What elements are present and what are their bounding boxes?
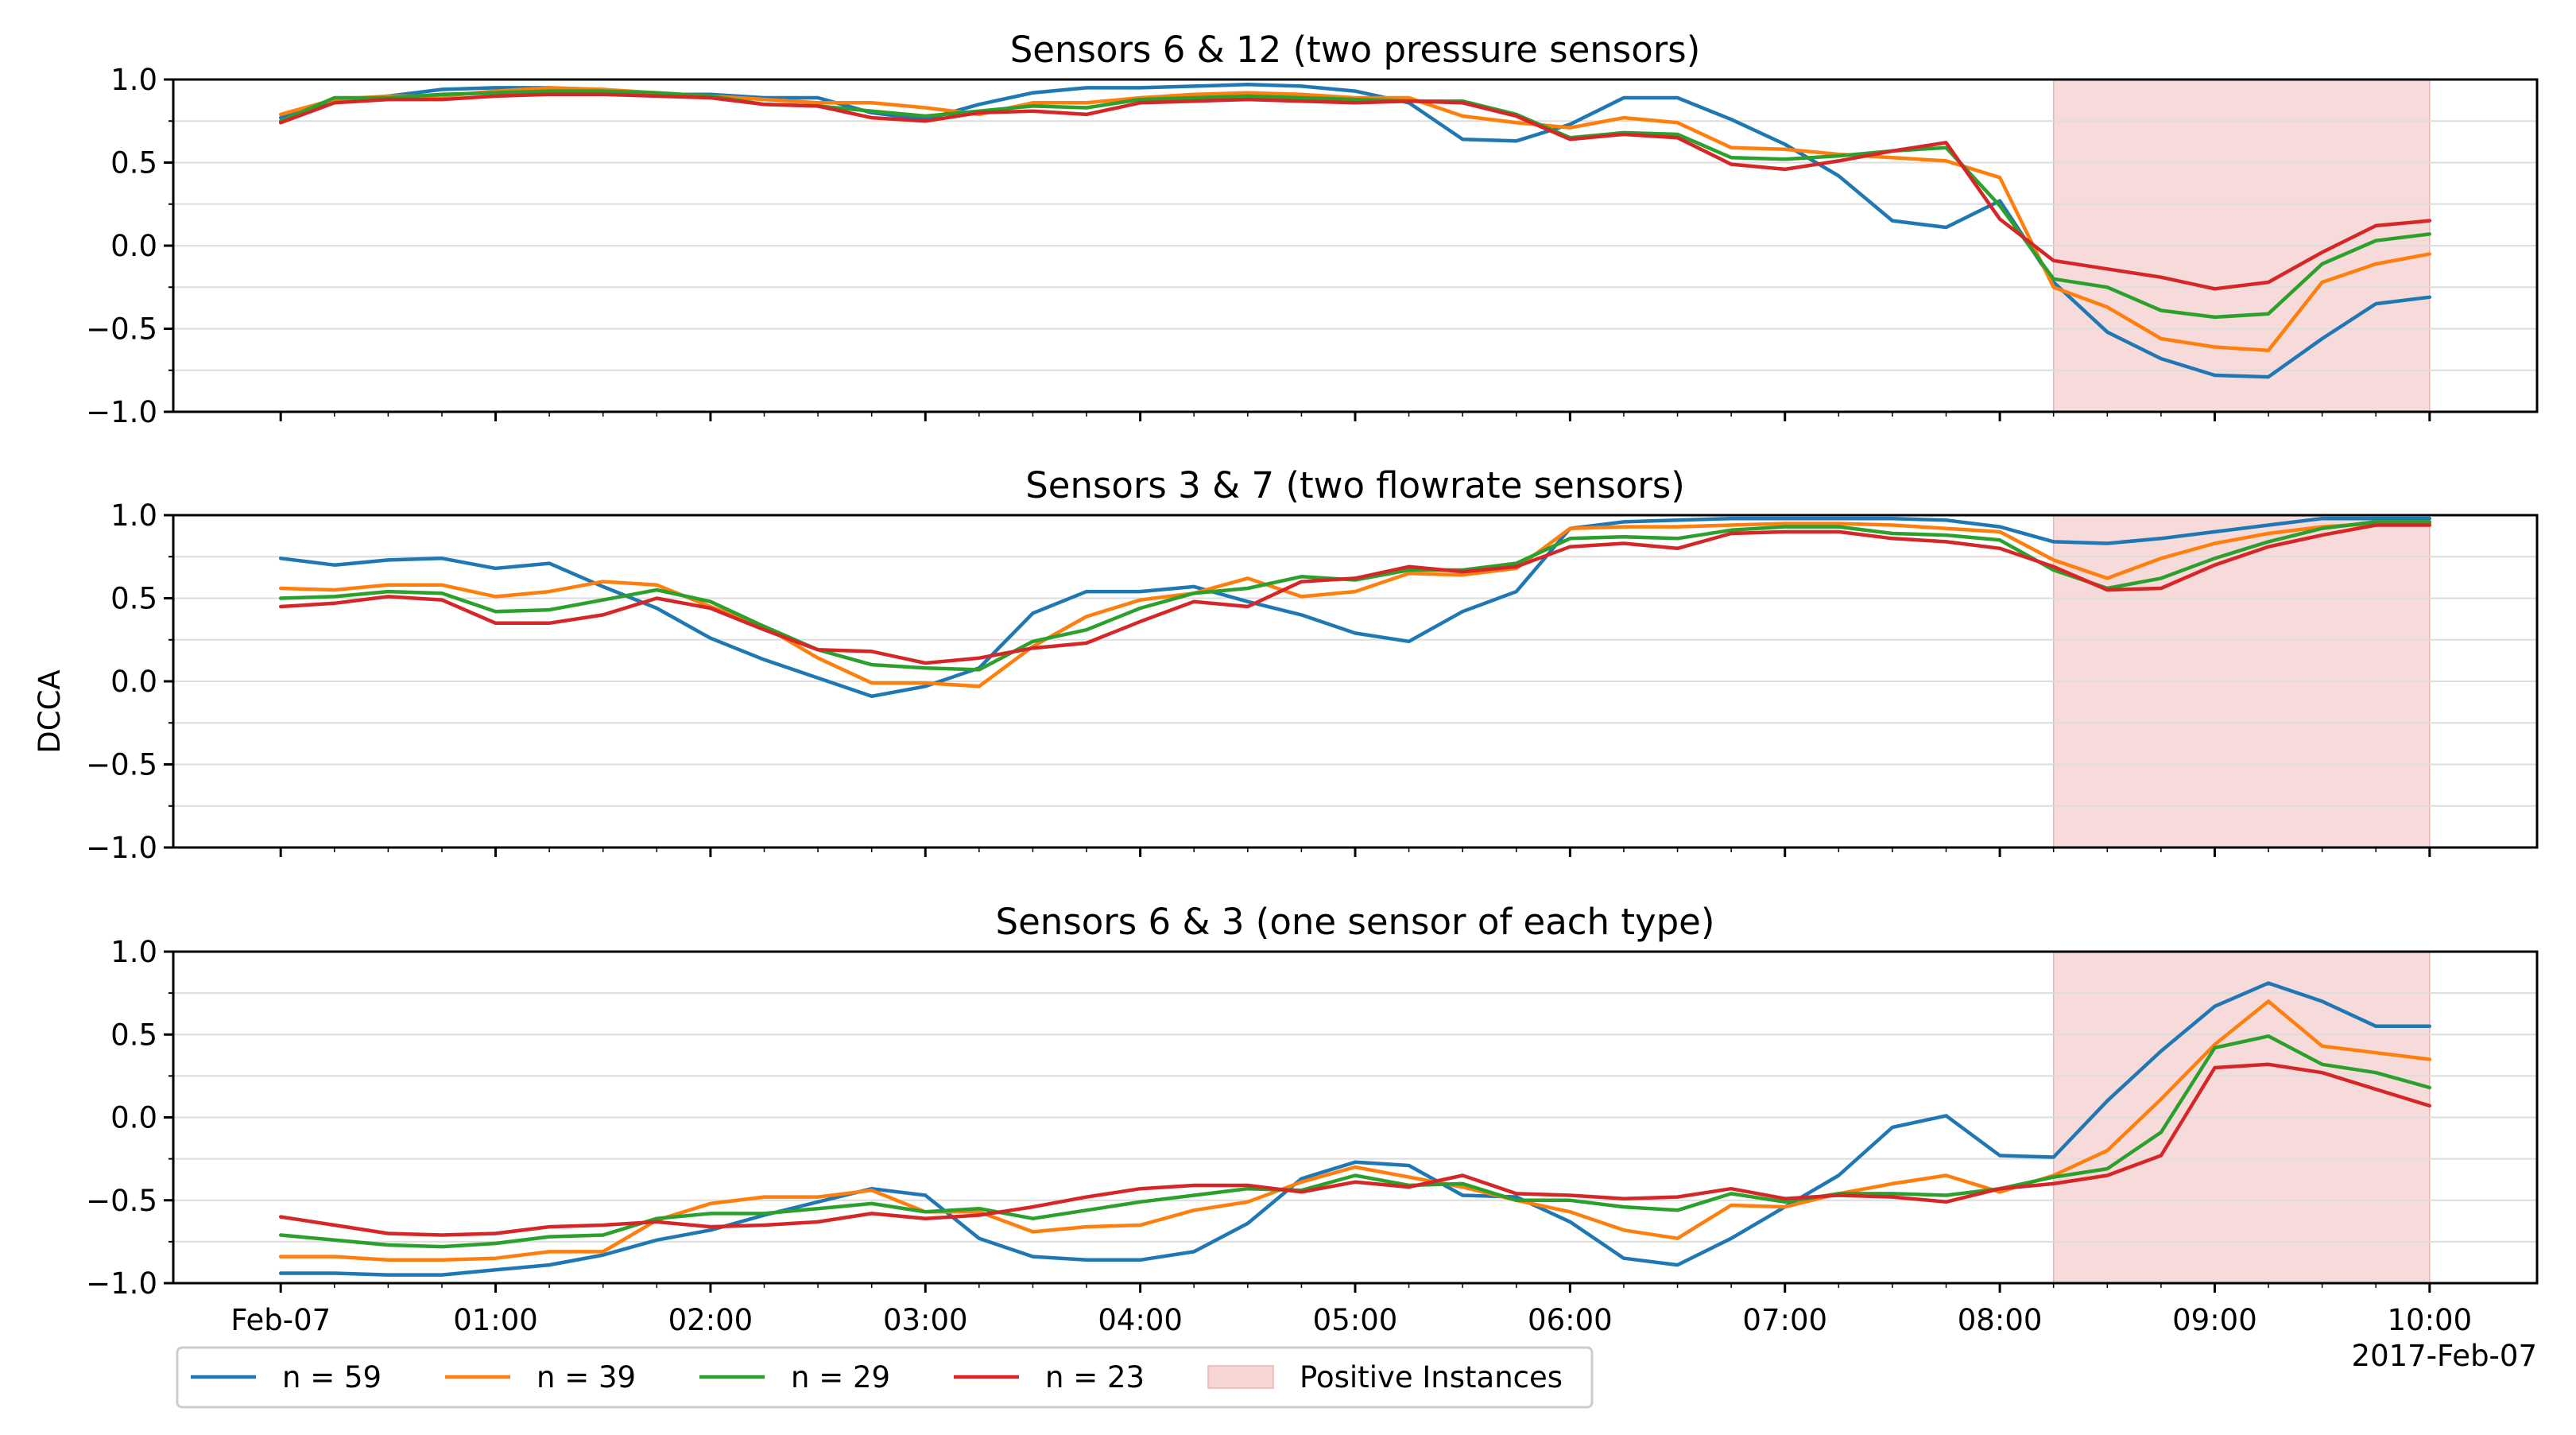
y-tick-label: −0.5	[86, 312, 157, 347]
y-tick-label: 0.0	[110, 229, 157, 263]
series-line-39	[278, 999, 2432, 1262]
x-tick-label: 04:00	[1098, 1303, 1183, 1337]
y-tick-label: 1.0	[110, 63, 157, 97]
x-tick-label: 01:00	[453, 1303, 538, 1337]
series-line-23	[278, 92, 2432, 291]
x-tick-label: 07:00	[1742, 1303, 1827, 1337]
x-tick-label: Feb-07	[230, 1303, 331, 1337]
legend-label: n = 59	[282, 1360, 382, 1394]
x-tick-label: 06:00	[1528, 1303, 1613, 1337]
y-tick-label: 0.5	[110, 582, 157, 616]
y-axis-label: DCCA	[33, 669, 67, 753]
panel-pressure-sensors: Sensors 6 & 12 (two pressure sensors) 1.0…	[86, 29, 2539, 429]
series-line-39	[278, 522, 2432, 688]
legend-label: Positive Instances	[1300, 1360, 1563, 1394]
x-tick-label: 03:00	[883, 1303, 968, 1337]
panel-title: Sensors 3 & 7 (two flowrate sensors)	[1025, 464, 1685, 506]
y-tick-label: −1.0	[86, 395, 157, 429]
panel-flowrate-sensors: Sensors 3 & 7 (two flowrate sensors) 1.0 0…	[86, 464, 2539, 865]
series-line-59	[278, 981, 2432, 1277]
y-tick-label: 1.0	[110, 498, 157, 533]
y-tick-label: −1.0	[86, 1266, 157, 1301]
x-tick-label: 09:00	[2172, 1303, 2257, 1337]
x-tick-label: 02:00	[668, 1303, 753, 1337]
legend-label: n = 39	[537, 1360, 636, 1394]
x-tick-label: 10:00	[2387, 1303, 2472, 1337]
legend-swatch-patch	[1207, 1365, 1274, 1389]
x-tick-label: 08:00	[1958, 1303, 2043, 1337]
series-line-59	[278, 516, 2432, 699]
panel-mixed-sensors: Sensors 6 & 3 (one sensor of each type) 1…	[86, 901, 2539, 1337]
y-tick-label: 0.0	[110, 665, 157, 699]
series-line-23	[278, 1062, 2432, 1237]
y-tick-label: 0.5	[110, 1018, 157, 1052]
panel-title: Sensors 6 & 3 (one sensor of each type)	[996, 901, 1715, 943]
legend-label: n = 29	[791, 1360, 890, 1394]
legend-frame	[176, 1346, 1594, 1409]
y-tick-label: −0.5	[86, 1184, 157, 1218]
y-tick-label: 0.5	[110, 146, 157, 180]
panel-title: Sensors 6 & 12 (two pressure sensors)	[1010, 29, 1701, 71]
y-tick-label: 0.0	[110, 1101, 157, 1135]
x-tick-label: 05:00	[1313, 1303, 1398, 1337]
series-line-29	[278, 89, 2432, 320]
date-label: 2017-Feb-07	[2352, 1339, 2537, 1373]
legend-label: n = 23	[1045, 1360, 1145, 1394]
series-line-23	[278, 523, 2432, 665]
y-tick-label: 1.0	[110, 935, 157, 969]
y-tick-label: −0.5	[86, 748, 157, 782]
y-tick-label: −1.0	[86, 831, 157, 865]
legend: n = 59 n = 39 n = 29 n = 23 Positive Instanc…	[176, 1346, 1594, 1409]
